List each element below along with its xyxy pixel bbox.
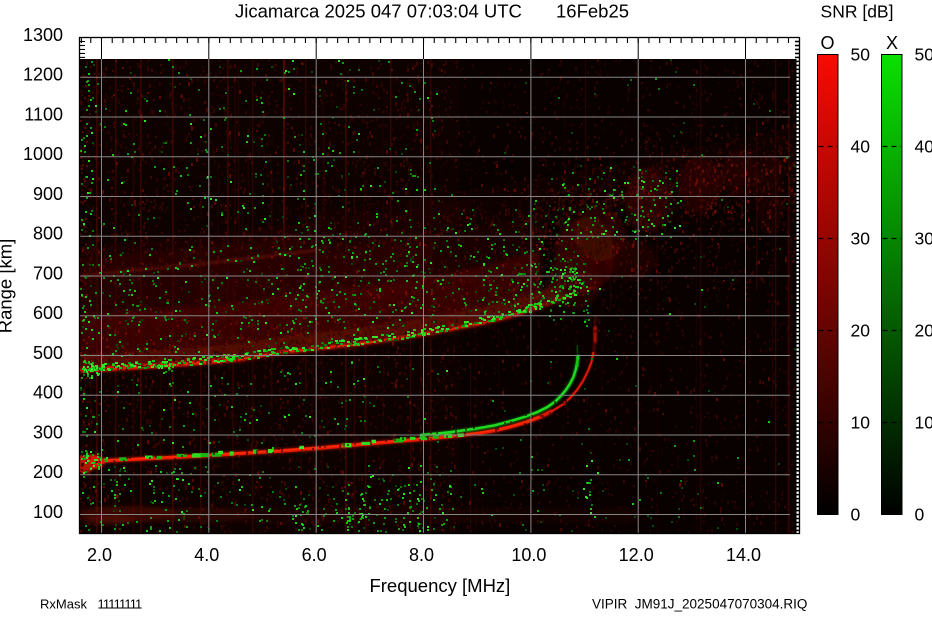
svg-text:VIPIR JM91J_2025047070304.RIQ: VIPIR JM91J_2025047070304.RIQ [592, 597, 807, 612]
svg-text:200: 200 [33, 462, 63, 482]
svg-text:1000: 1000 [23, 144, 63, 164]
svg-text:10: 10 [851, 413, 871, 433]
svg-text:40: 40 [915, 137, 932, 157]
svg-text:Range [km]: Range [km] [0, 239, 16, 334]
svg-text:900: 900 [33, 184, 63, 204]
svg-text:4.0: 4.0 [194, 545, 219, 565]
svg-text:30: 30 [851, 229, 871, 249]
svg-text:1200: 1200 [23, 65, 63, 85]
svg-text:600: 600 [33, 303, 63, 323]
svg-text:50: 50 [851, 45, 871, 65]
svg-text:1300: 1300 [23, 25, 63, 45]
svg-text:1100: 1100 [24, 104, 63, 124]
svg-text:50: 50 [915, 45, 932, 65]
svg-text:Jicamarca 2025 047 07:03:04 UT: Jicamarca 2025 047 07:03:04 UTC [235, 1, 522, 22]
svg-text:800: 800 [33, 224, 63, 244]
svg-text:20: 20 [915, 321, 932, 341]
svg-text:Frequency [MHz]: Frequency [MHz] [369, 575, 510, 596]
svg-text:0: 0 [851, 505, 861, 525]
svg-text:SNR [dB]: SNR [dB] [821, 2, 894, 22]
svg-text:6.0: 6.0 [302, 545, 327, 565]
svg-text:300: 300 [33, 422, 63, 442]
svg-text:40: 40 [851, 137, 871, 157]
svg-text:0: 0 [915, 505, 925, 525]
svg-text:8.0: 8.0 [409, 545, 434, 565]
svg-text:O: O [820, 33, 834, 53]
svg-text:10: 10 [915, 413, 932, 433]
svg-text:100: 100 [33, 502, 63, 522]
svg-text:20: 20 [851, 321, 871, 341]
svg-text:12.0: 12.0 [619, 545, 654, 565]
svg-text:10.0: 10.0 [511, 545, 546, 565]
svg-text:2.0: 2.0 [87, 545, 112, 565]
svg-text:400: 400 [33, 383, 63, 403]
svg-text:16Feb25: 16Feb25 [556, 1, 629, 22]
svg-text:500: 500 [33, 343, 63, 363]
svg-text:700: 700 [33, 263, 63, 283]
svg-text:X: X [886, 33, 898, 53]
svg-text:RxMask: RxMask [40, 597, 87, 612]
svg-text:30: 30 [915, 229, 932, 249]
svg-text:11111111: 11111111 [98, 597, 143, 612]
svg-text:14.0: 14.0 [726, 545, 761, 565]
